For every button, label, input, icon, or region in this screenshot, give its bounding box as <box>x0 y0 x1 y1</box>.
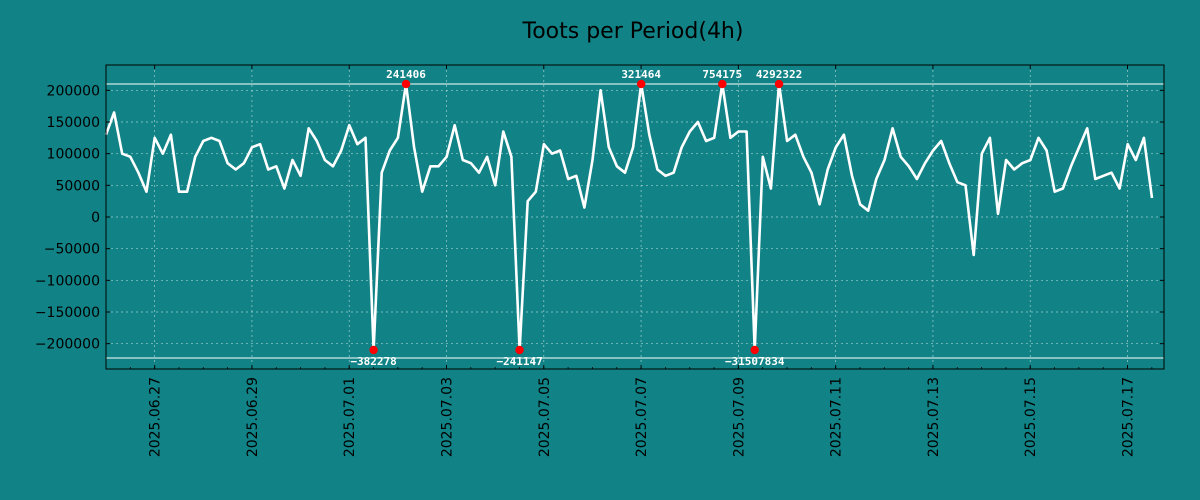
y-tick-label: −50000 <box>44 242 100 258</box>
outlier-label: 754175 <box>702 68 742 81</box>
y-tick-label: 50000 <box>55 178 100 194</box>
x-tick-label: 2025.07.11 <box>829 377 845 457</box>
outlier-marker <box>401 79 411 89</box>
plot-frame <box>105 64 1165 370</box>
y-tick-label: 150000 <box>47 115 100 131</box>
x-tick-label: 2025.07.01 <box>342 377 358 457</box>
x-tick-label: 2025.07.15 <box>1023 377 1039 457</box>
outlier-label: 4292322 <box>756 68 802 81</box>
y-tick-label: −200000 <box>35 337 100 353</box>
chart-title: Toots per Period(4h) <box>522 19 744 44</box>
grid-layer <box>106 65 1164 369</box>
outlier-marker <box>718 79 727 89</box>
x-tick-label: 2025.06.27 <box>148 377 164 457</box>
y-tick-label: 0 <box>91 210 100 226</box>
annotation-layer: −382278 241406 −241147 321464 754175 −3150783… <box>350 68 802 368</box>
x-tick-label: 2025.07.05 <box>537 377 553 457</box>
outlier-marker <box>515 345 524 355</box>
x-tick-label: 2025.07.09 <box>731 377 747 457</box>
x-tick-label: 2025.07.17 <box>1121 377 1137 457</box>
series-line-toots <box>104 82 1154 352</box>
clip-lines <box>106 83 1164 359</box>
y-tick-label: 200000 <box>47 83 100 99</box>
x-tick-label: 2025.07.03 <box>440 377 456 457</box>
outlier-marker <box>636 79 646 89</box>
outlier-label: −241147 <box>496 355 542 368</box>
outlier-marker <box>774 79 784 89</box>
outlier-marker <box>369 345 378 355</box>
series-layer <box>104 82 1154 352</box>
outlier-label: −31507834 <box>725 355 785 368</box>
x-tick-label: 2025.07.13 <box>926 377 942 457</box>
outlier-label: 241406 <box>386 68 426 81</box>
x-tick-label: 2025.06.29 <box>245 377 261 457</box>
y-tick-label: 100000 <box>47 147 100 163</box>
outlier-marker <box>750 345 759 355</box>
marker-layer <box>369 79 784 355</box>
y-axis-ticks: 200000 150000 100000 50000 0 −50000 −100000 −15… <box>35 83 100 352</box>
y-tick-label: −150000 <box>35 305 100 321</box>
x-tick-label: 2025.07.07 <box>634 377 650 457</box>
outlier-label: 321464 <box>621 68 661 81</box>
axes-layer <box>105 64 1165 370</box>
outlier-label: −382278 <box>350 355 396 368</box>
x-axis-ticks: 2025.06.27 2025.06.29 2025.07.01 2025.07.03… <box>148 377 1137 457</box>
y-tick-label: −100000 <box>35 273 100 289</box>
